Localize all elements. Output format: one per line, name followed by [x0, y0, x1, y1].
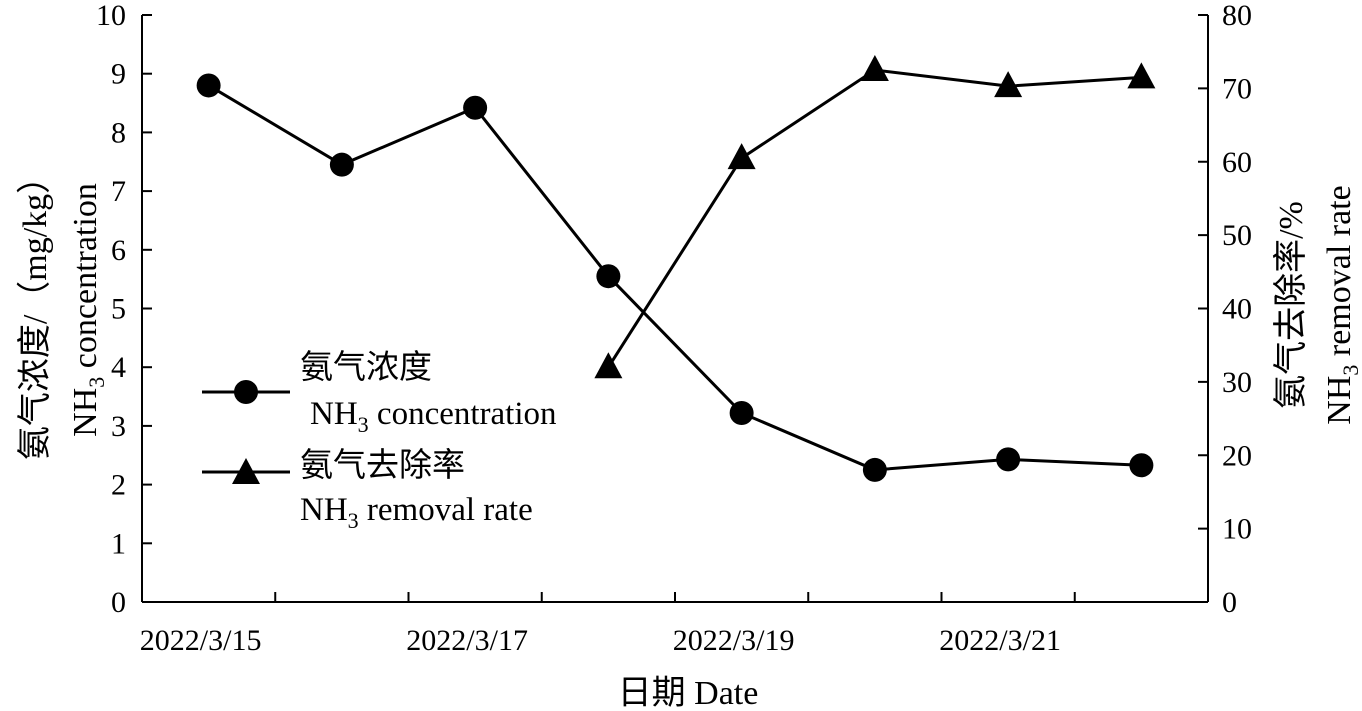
concentration-point [862, 457, 887, 482]
right-tick-label: 50 [1222, 219, 1252, 252]
series-line-concentration [207, 84, 1142, 472]
removal-rate-point [860, 55, 889, 82]
legend-concentration-cn: 氨气浓度 [300, 349, 432, 386]
x-axis: 2022/3/15 2022/3/17 2022/3/19 2022/3/21 [140, 592, 1209, 657]
left-tick-label: 1 [111, 527, 126, 560]
series-layer [196, 55, 1156, 482]
right-axis: 0 10 20 30 40 50 60 70 80 [1198, 0, 1252, 619]
right-tick-label: 0 [1222, 586, 1237, 619]
left-tick-label: 2 [111, 469, 126, 502]
left-tick-label: 8 [111, 116, 126, 149]
left-tick-label: 9 [111, 58, 126, 91]
concentration-point [1129, 453, 1154, 478]
left-tick-label: 7 [111, 175, 126, 208]
removal-rate-point [594, 352, 623, 379]
concentration-point [329, 152, 354, 177]
right-tick-label: 80 [1222, 0, 1252, 32]
legend-concentration-marker [234, 380, 258, 404]
removal-rate-point [1127, 62, 1156, 89]
left-axis-title-en: NH3 concentration [67, 183, 109, 437]
removal-rate-point [994, 71, 1023, 98]
concentration-point [729, 400, 754, 425]
concentration-point [996, 447, 1021, 472]
right-tick-label: 30 [1222, 366, 1252, 399]
left-tick-label: 10 [96, 0, 126, 32]
left-tick-label: 6 [111, 234, 126, 267]
right-tick-label: 20 [1222, 439, 1252, 472]
x-axis-title: 日期 Date [618, 675, 759, 711]
x-tick-label: 2022/3/19 [673, 624, 795, 657]
legend-removal-cn: 氨气去除率 [300, 447, 465, 484]
legend-removal-marker [232, 458, 260, 484]
legend-removal-en: NH3 removal rate [300, 492, 533, 533]
right-tick-label: 10 [1222, 513, 1252, 546]
right-tick-label: 60 [1222, 146, 1252, 179]
legend: 氨气浓度 NH3 concentration 氨气去除率 NH3 removal… [202, 349, 557, 533]
left-axis-title-cn: 氨气浓度/（mg/kg） [16, 160, 54, 460]
left-axis: 0 1 2 3 4 5 6 7 8 9 10 [96, 0, 152, 619]
removal-rate-point [727, 143, 756, 170]
left-tick-label: 5 [111, 293, 126, 326]
concentration-point [596, 264, 621, 289]
left-tick-label: 0 [111, 586, 126, 619]
left-tick-label: 4 [111, 351, 126, 384]
right-tick-label: 70 [1222, 72, 1252, 105]
x-tick-label: 2022/3/21 [939, 624, 1061, 657]
concentration-point [196, 73, 221, 98]
x-tick-label: 2022/3/15 [140, 624, 262, 657]
legend-concentration-en: NH3 concentration [310, 396, 557, 437]
series-line-removal-rate [607, 68, 1142, 369]
right-axis-title-en: NH3 removal rate [1321, 185, 1362, 424]
x-tick-label: 2022/3/17 [406, 624, 528, 657]
left-tick-label: 3 [111, 410, 126, 443]
right-axis-title-cn: 氨气去除率/% [1272, 201, 1310, 409]
right-tick-label: 40 [1222, 293, 1252, 326]
concentration-point [463, 95, 488, 120]
